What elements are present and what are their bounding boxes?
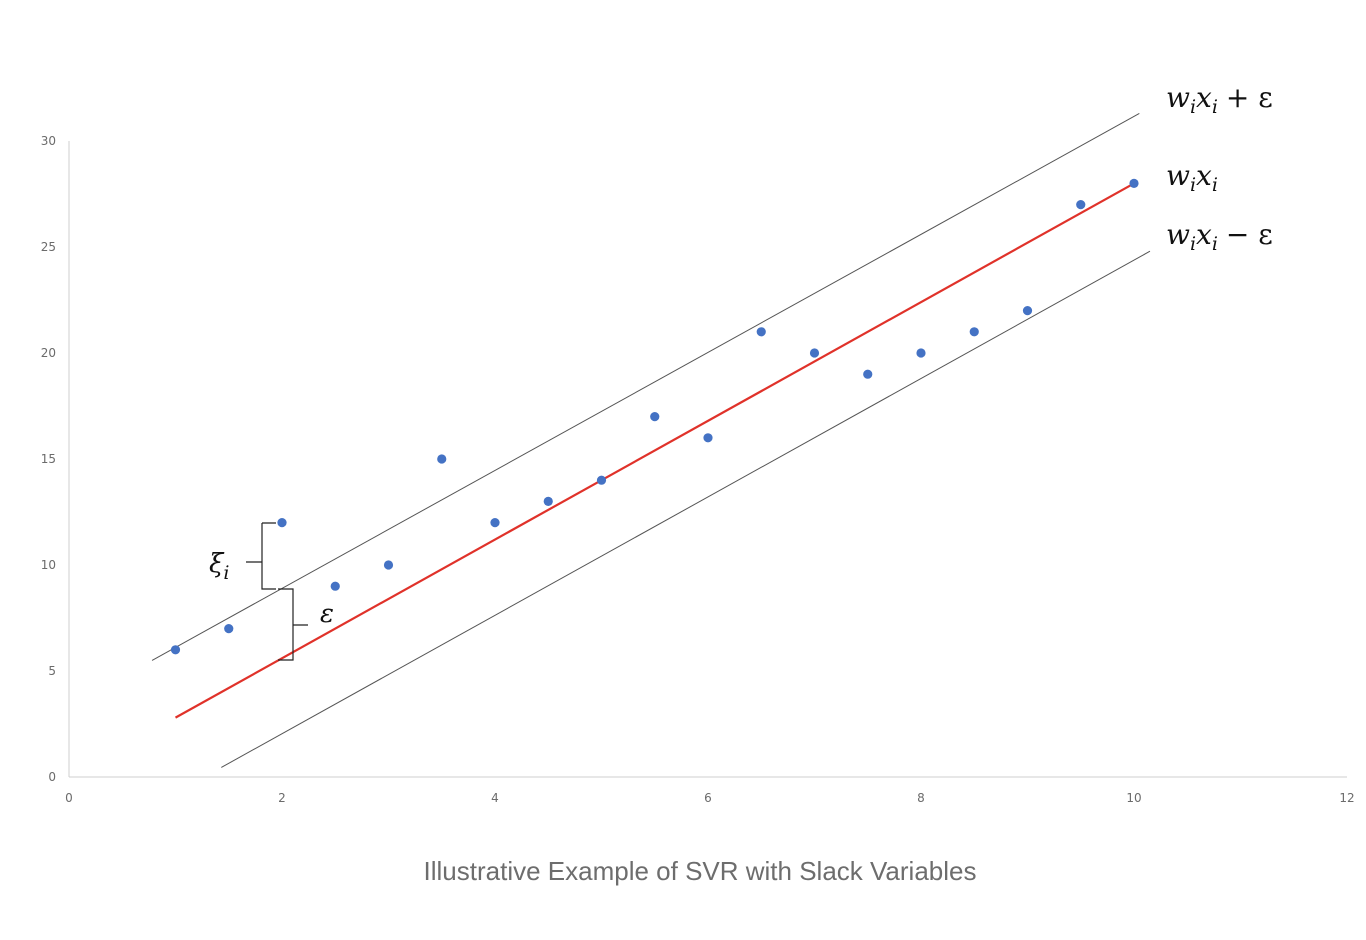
x-tick-label: 12 [1339,791,1354,805]
data-point [383,560,394,570]
data-point [490,518,500,528]
data-point [330,581,340,591]
y-tick-label: 15 [41,452,56,466]
y-tick-label: 20 [41,346,56,360]
regression-w: w [1166,159,1190,192]
xi-bracket [246,522,276,590]
data-point [916,348,926,358]
data-point [1076,200,1086,210]
xi-symbol: ξ [209,549,225,579]
data-point [543,496,553,506]
upper-margin-line [151,113,1140,661]
xi-subscript: i [223,562,229,584]
data-point [863,369,873,379]
lower-margin-operator: − ε [1226,218,1273,251]
chart-caption: Illustrative Example of SVR with Slack V… [423,856,977,886]
annotations: ξi ε [209,522,334,661]
data-point [756,327,766,337]
lower-margin-line [221,250,1151,768]
data-point [277,518,287,528]
regression-x-sub: i [1212,174,1218,196]
upper-margin-operator: + ε [1226,81,1273,114]
y-tick-label: 5 [48,664,56,678]
regression-lines [151,113,1151,768]
axes [68,141,1347,778]
y-tick-label: 25 [41,240,56,254]
y-tick-label: 10 [41,558,56,572]
data-point [224,624,234,634]
epsilon-bracket [278,588,308,661]
data-point [969,327,979,337]
data-point [703,433,713,443]
data-point [1129,178,1139,188]
upper-margin-w-sub: i [1190,96,1196,118]
y-tick-label: 30 [41,134,56,148]
lower-margin-x: x [1196,218,1212,251]
data-point [437,454,447,464]
upper-margin-w: w [1166,81,1190,114]
upper-margin-x: x [1196,81,1212,114]
tick-labels: 0 2 4 6 8 10 12 0 5 10 15 20 25 30 [41,134,1355,805]
regression-label: wixi [1166,159,1218,196]
x-tick-label: 10 [1126,791,1141,805]
upper-margin-x-sub: i [1212,96,1218,118]
lower-margin-w-sub: i [1190,233,1196,255]
data-point [809,348,820,358]
upper-margin-label: wixi + ε [1166,81,1273,118]
lower-margin-x-sub: i [1212,233,1218,255]
x-tick-label: 4 [491,791,499,805]
x-tick-label: 8 [917,791,925,805]
regression-line [174,182,1135,719]
x-tick-label: 0 [65,791,73,805]
lower-margin-label: wixi − ε [1166,218,1273,255]
data-point [170,645,181,655]
epsilon-label: ε [320,599,334,629]
regression-x: x [1196,159,1212,192]
x-tick-label: 6 [704,791,712,805]
regression-w-sub: i [1190,174,1196,196]
data-point [596,475,607,485]
data-points [170,178,1139,655]
data-point [1022,306,1033,316]
lower-margin-w: w [1166,218,1190,251]
data-point [650,412,660,422]
x-tick-label: 2 [278,791,286,805]
y-tick-label: 0 [48,770,56,784]
xi-label: ξi [209,549,229,584]
